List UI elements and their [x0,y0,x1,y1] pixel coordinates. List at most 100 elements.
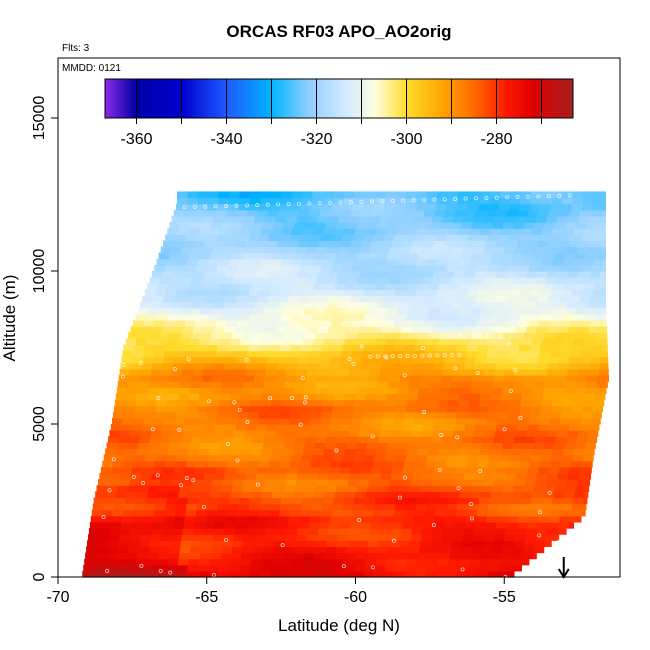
heatmap-cell [492,332,504,339]
heatmap-cell [514,375,526,382]
colorbar-segment [315,79,320,118]
colorbar-segment [569,79,574,118]
heatmap-cell [198,228,210,235]
heatmap-cell [424,417,436,425]
heatmap-cell [508,264,520,272]
heatmap-cell [526,326,538,333]
heatmap-cell [176,405,188,413]
sample-point [235,458,240,463]
heatmap-cell [125,399,137,407]
sample-point [435,353,440,358]
heatmap-cell [429,485,441,492]
heatmap-cell [246,356,258,364]
heatmap-cell [589,240,601,248]
heatmap-cell [257,350,269,358]
heatmap-cell [331,509,343,517]
heatmap-cell [266,271,278,278]
heatmap-cell [398,381,410,388]
sample-point [421,197,426,202]
heatmap-cell [433,521,445,529]
heatmap-cell [593,313,605,321]
heatmap-cell [323,338,335,346]
heatmap-cell [493,479,505,486]
heatmap-cell [332,454,344,462]
heatmap-cell [590,356,602,364]
heatmap-cell [194,295,206,303]
heatmap-cell [430,332,442,339]
heatmap-cell [574,387,586,394]
heatmap-cell [229,338,241,346]
heatmap-cell [547,472,559,480]
heatmap-cell [278,515,290,523]
heatmap-cell [531,197,543,205]
heatmap-cell [423,356,435,364]
heatmap-cell [584,448,595,456]
heatmap-cell [238,289,250,297]
heatmap-cell [324,491,336,499]
heatmap-cell [555,277,567,284]
heatmap-cell [232,540,244,547]
heatmap-cell [532,393,544,401]
heatmap-cell [524,375,536,382]
heatmap-cell [141,362,153,370]
heatmap-cell [479,338,491,346]
heatmap-cell [106,546,118,554]
heatmap-cell [130,528,142,535]
heatmap-cell [503,332,515,339]
heatmap-cell [526,362,538,370]
heatmap-cell [505,430,517,437]
heatmap-cell [420,277,432,284]
heatmap-cell [320,417,332,425]
heatmap-cell [216,264,228,272]
heatmap-cell [372,509,384,517]
sample-point [368,354,373,359]
heatmap-cell [503,381,515,388]
heatmap-cell [222,375,234,382]
heatmap-cell [549,319,561,327]
heatmap-cell [414,411,426,419]
heatmap-cell [341,264,353,272]
heatmap-cell [562,228,574,235]
heatmap-cell [175,234,187,241]
heatmap-cell [499,313,511,321]
heatmap-cell [390,301,402,309]
sample-point [556,540,561,545]
sample-point [177,427,182,432]
heatmap-cell [403,319,415,327]
heatmap-cell [348,301,360,309]
heatmap-cell [506,356,518,364]
heatmap-cell [177,197,189,205]
heatmap-cell [543,252,555,260]
heatmap-cell [470,252,482,260]
heatmap-cell [146,338,158,346]
heatmap-cell [466,509,478,517]
heatmap-cell [188,558,200,566]
sample-point [437,467,442,472]
heatmap-cell [103,503,115,511]
heatmap-cell [352,411,364,419]
colorbar-segment [265,79,270,118]
heatmap-cell [547,528,559,535]
heatmap-cell [279,264,291,272]
heatmap-cell [308,424,320,431]
heatmap-cell [207,454,219,462]
heatmap-cell [112,460,124,468]
heatmap-cell [396,448,408,456]
colorbar-segment [379,79,383,118]
heatmap-cell [388,332,400,339]
heatmap-cell [364,564,376,572]
heatmap-cell [408,252,420,260]
heatmap-cell [187,399,199,407]
heatmap-cell [110,424,122,431]
heatmap-cell [400,368,412,376]
colorbar-segment [516,79,521,118]
heatmap-cell [484,430,496,437]
heatmap-cell [482,436,494,443]
heatmap-cell [549,350,561,358]
heatmap-cell [267,209,279,217]
sample-point [485,335,490,340]
heatmap-cell [450,307,462,315]
heatmap-cell [189,552,201,560]
heatmap-cell [159,485,171,492]
heatmap-cell [527,295,539,303]
